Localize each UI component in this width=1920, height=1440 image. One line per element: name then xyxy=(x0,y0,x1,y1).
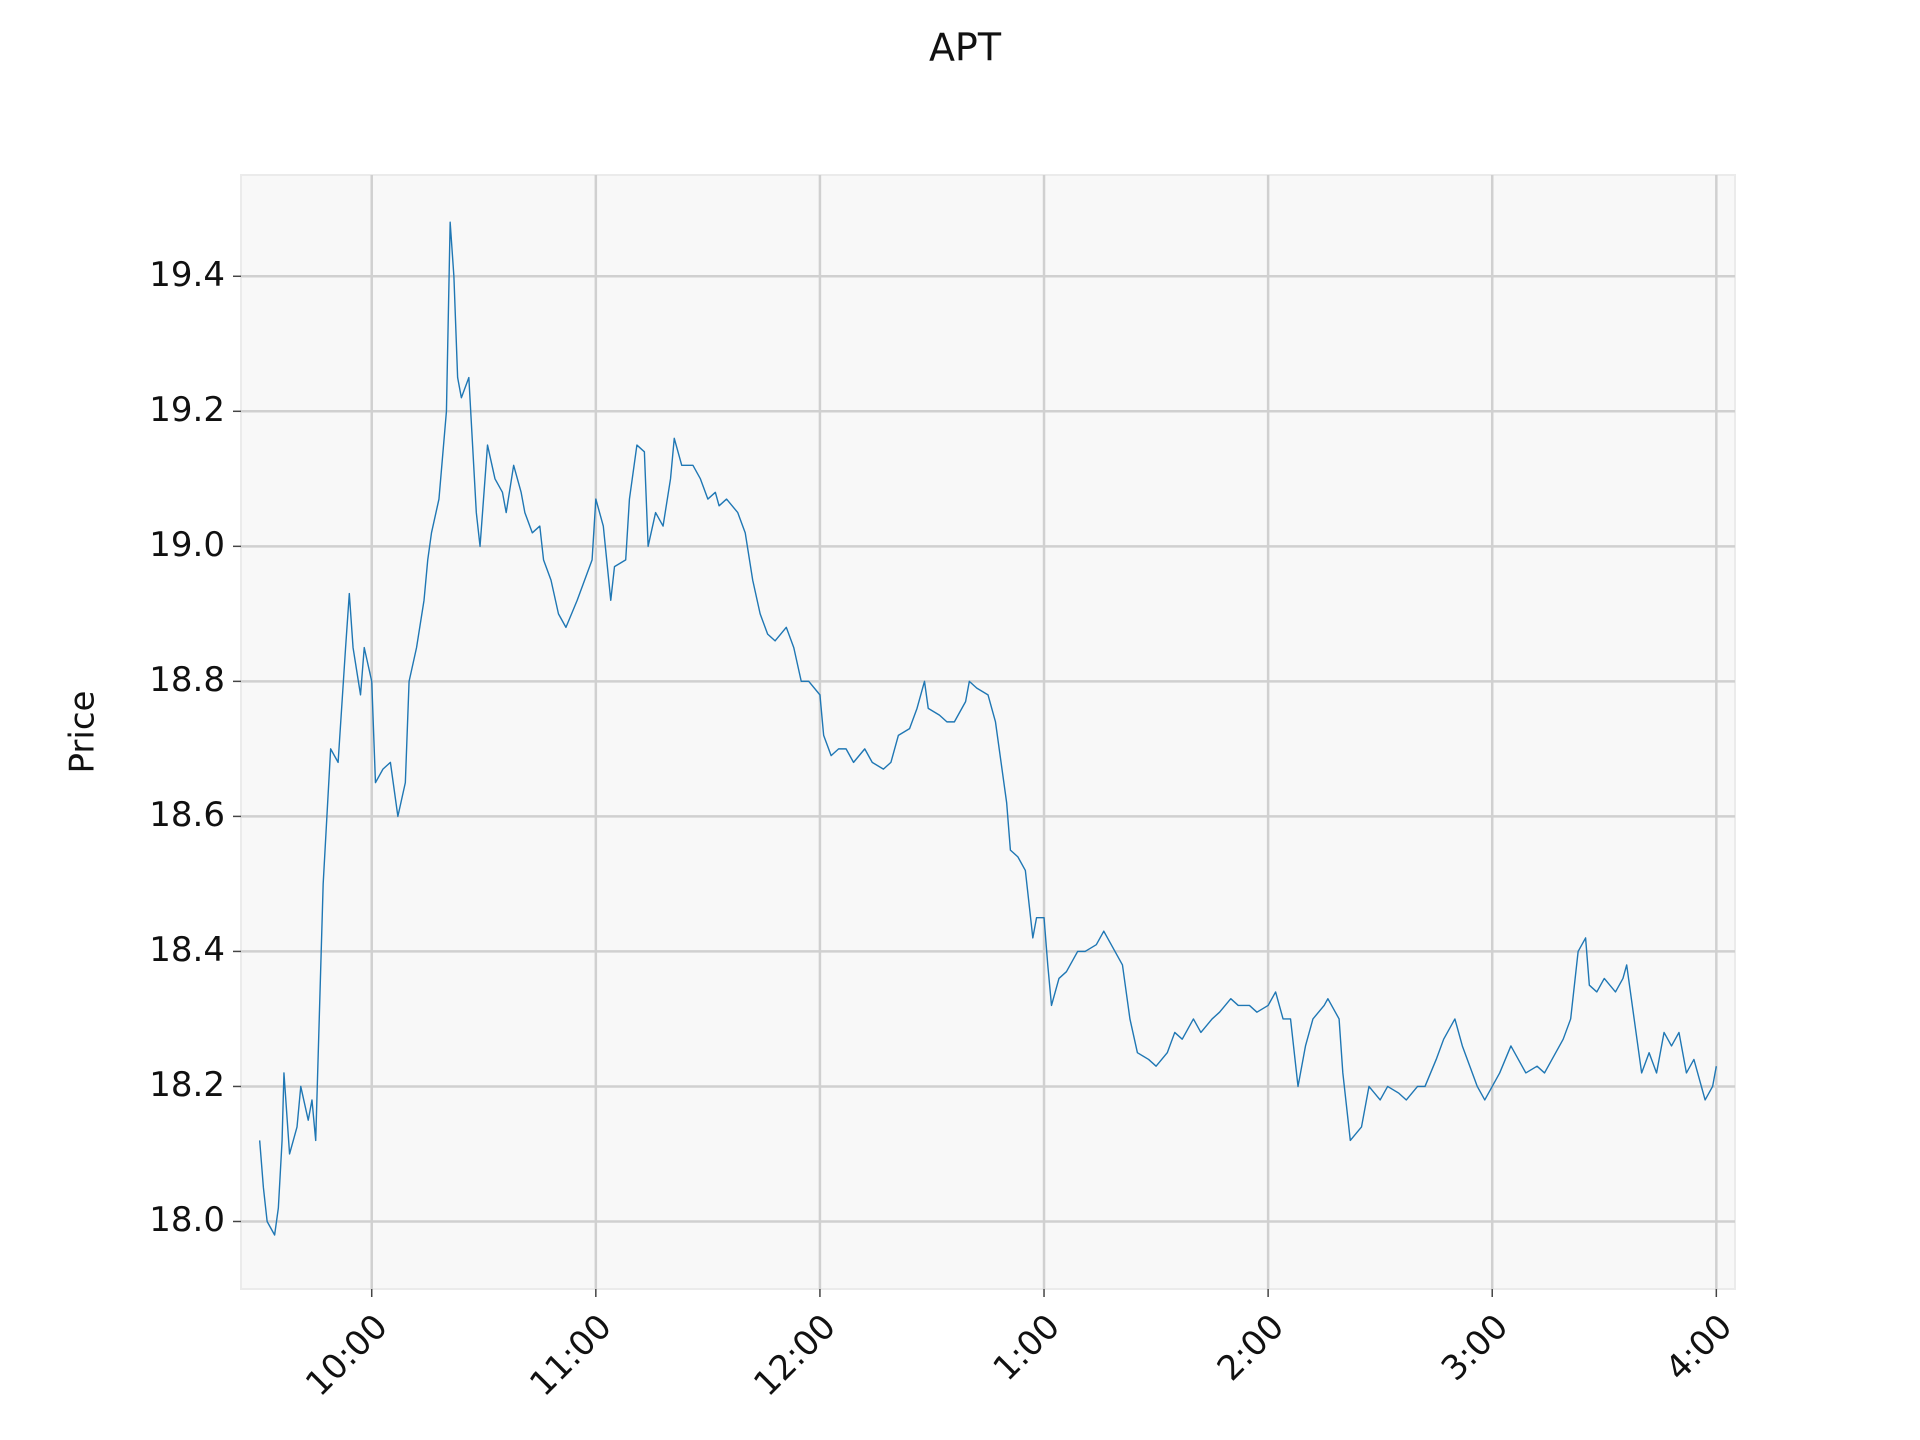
y-tick-label: 18.8 xyxy=(149,660,225,700)
y-tick-label: 19.4 xyxy=(149,255,225,295)
x-tick-label: 11:00 xyxy=(522,1307,620,1405)
y-tick-label: 18.4 xyxy=(149,930,225,970)
x-tick-label: 2:00 xyxy=(1210,1307,1292,1389)
y-tick-label: 18.2 xyxy=(149,1065,225,1105)
x-tick-label: 12:00 xyxy=(746,1307,844,1405)
x-tick-label: 10:00 xyxy=(298,1307,396,1405)
x-tick-label: 4:00 xyxy=(1658,1307,1740,1389)
x-tick-label: 1:00 xyxy=(986,1307,1068,1389)
y-tick-label: 18.6 xyxy=(149,795,225,835)
price-line xyxy=(258,221,1718,1236)
y-axis-label: Price xyxy=(63,691,103,774)
y-tick-label: 19.2 xyxy=(149,390,225,430)
plot-area xyxy=(240,174,1736,1290)
y-tick-label: 18.0 xyxy=(149,1200,225,1240)
y-tick-label: 19.0 xyxy=(149,525,225,565)
x-tick-label: 3:00 xyxy=(1434,1307,1516,1389)
chart-title: APT xyxy=(929,26,1002,70)
